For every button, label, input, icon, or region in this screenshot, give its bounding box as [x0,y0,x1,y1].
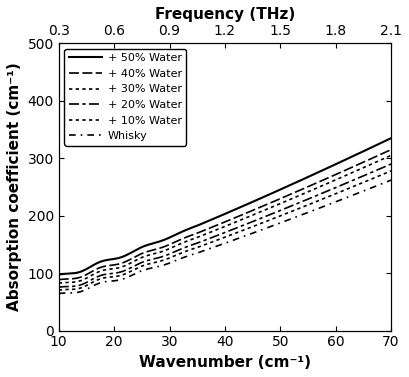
Line: + 20% Water: + 20% Water [59,164,391,287]
Line: Whisky: Whisky [59,180,391,294]
+ 30% Water [254,211,259,216]
+ 10% Water [389,169,393,173]
Whisky [253,230,258,234]
+ 40% Water [56,277,61,282]
+ 20% Water [253,218,258,223]
X-axis label: Frequency (THz): Frequency (THz) [155,7,295,22]
Whisky [389,178,393,182]
+ 20% Water [357,175,362,179]
+ 20% Water [260,216,265,220]
Line: + 30% Water: + 30% Water [59,155,391,283]
+ 30% Water [56,281,61,285]
Line: + 10% Water: + 10% Water [59,171,391,290]
+ 10% Water [254,223,259,227]
+ 10% Water [336,190,341,195]
X-axis label: Wavenumber (cm⁻¹): Wavenumber (cm⁻¹) [139,355,311,370]
+ 20% Water [336,184,341,188]
+ 30% Water [57,281,62,285]
+ 50% Water [254,198,259,202]
+ 10% Water [253,223,258,228]
+ 30% Water [357,167,362,172]
+ 30% Water [260,209,265,213]
Line: + 40% Water: + 40% Water [59,150,391,280]
+ 20% Water [57,285,62,289]
Whisky [254,230,259,234]
Whisky [57,291,62,296]
Legend: + 50% Water, + 40% Water, + 30% Water, + 20% Water, + 10% Water, Whisky: + 50% Water, + 40% Water, + 30% Water, +… [64,49,186,146]
+ 50% Water [56,272,61,277]
+ 40% Water [57,277,62,282]
+ 40% Water [357,161,362,166]
+ 20% Water [254,218,259,222]
+ 50% Water [57,272,62,277]
Whisky [260,227,265,232]
+ 40% Water [254,207,259,211]
+ 50% Water [357,151,362,155]
+ 20% Water [56,285,61,290]
+ 50% Water [253,198,258,203]
Whisky [56,291,61,296]
+ 40% Water [260,204,265,209]
+ 10% Water [56,288,61,292]
+ 30% Water [389,153,393,158]
+ 10% Water [357,182,362,186]
+ 40% Water [253,207,258,211]
+ 50% Water [389,136,393,140]
+ 20% Water [389,162,393,166]
+ 50% Water [336,161,341,165]
+ 40% Water [389,147,393,152]
+ 30% Water [336,176,341,181]
+ 30% Water [253,211,258,216]
+ 10% Water [57,288,62,292]
+ 40% Water [336,171,341,175]
Whisky [336,198,341,203]
Line: + 50% Water: + 50% Water [59,138,391,274]
Y-axis label: Absorption coefficient (cm⁻¹): Absorption coefficient (cm⁻¹) [7,63,22,311]
+ 10% Water [260,221,265,225]
+ 50% Water [260,195,265,200]
Whisky [357,190,362,195]
